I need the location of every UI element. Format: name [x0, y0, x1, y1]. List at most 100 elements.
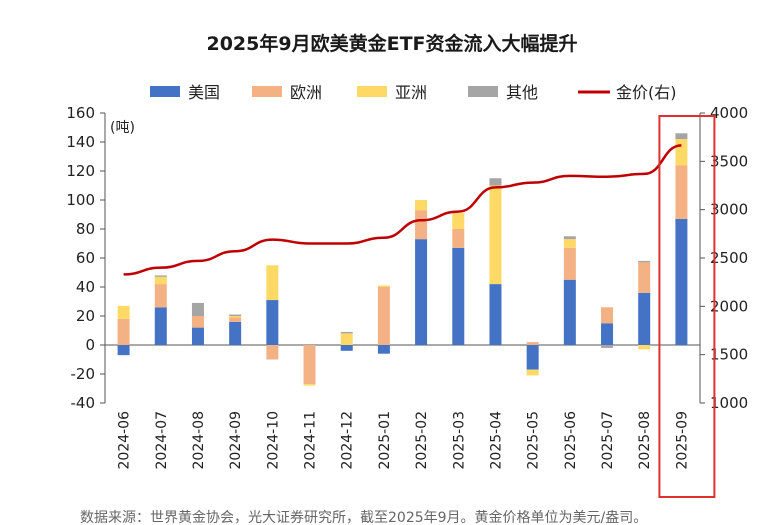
bar-亚洲-2025-04	[489, 185, 502, 285]
x-tick-label: 2024-12	[340, 411, 356, 470]
x-tick-label: 2025-02	[414, 411, 430, 470]
bar-其他-2025-06	[563, 236, 576, 240]
bar-美国-2025-07	[601, 323, 614, 345]
y-right-tick-label: 1500	[710, 346, 748, 364]
bar-其他-2024-09	[229, 314, 242, 316]
bar-欧洲-2024-10	[266, 345, 279, 360]
y-right-tick-label: 3500	[710, 152, 748, 170]
y-left-tick-label: -20	[71, 365, 96, 383]
y-left-tick-label: 40	[76, 278, 95, 296]
bar-亚洲-2024-10	[266, 265, 279, 301]
legend-swatch-0	[150, 86, 180, 97]
bar-美国-2024-12	[340, 345, 353, 351]
legend-label-1: 欧洲	[290, 83, 322, 102]
bar-美国-2025-01	[377, 345, 390, 354]
bar-亚洲-2024-07	[154, 276, 167, 285]
bar-亚洲-2025-03	[452, 213, 465, 229]
bar-欧洲-2025-07	[601, 307, 614, 324]
legend-label-4: 金价(右)	[616, 83, 677, 102]
x-tick-label: 2024-09	[228, 411, 244, 470]
legend: 美国 欧洲 亚洲 其他 金价(右)	[150, 83, 677, 102]
bar-其他-2024-12	[340, 331, 353, 334]
x-tick-label: 2025-09	[674, 411, 690, 470]
bar-欧洲-2025-08	[638, 262, 651, 293]
bar-欧洲-2025-06	[563, 247, 576, 280]
legend-label-2: 亚洲	[395, 83, 427, 102]
legend-label-0: 美国	[188, 83, 220, 102]
y-left-tick-label: 160	[66, 104, 95, 122]
legend-swatch-2	[357, 86, 387, 97]
bar-亚洲-2024-11	[303, 384, 316, 386]
x-tick-label: 2025-05	[526, 411, 542, 470]
y-left-tick-label: 60	[76, 249, 95, 267]
bar-美国-2025-06	[563, 279, 576, 345]
x-tick-label: 2025-01	[377, 411, 393, 470]
bars	[117, 133, 688, 386]
bar-亚洲-2025-09	[675, 139, 688, 166]
bar-其他-2024-08	[191, 302, 204, 316]
bar-欧洲-2024-08	[191, 316, 204, 328]
bar-美国-2025-09	[675, 218, 688, 345]
bar-美国-2025-03	[452, 247, 465, 345]
y-left-tick-label: 140	[66, 133, 95, 151]
bar-美国-2025-02	[415, 239, 428, 345]
bar-亚洲-2024-12	[340, 333, 353, 345]
bar-其他-2025-08	[638, 260, 651, 263]
bar-美国-2024-10	[266, 300, 279, 345]
bar-其他-2024-07	[154, 275, 167, 277]
gold-price-path	[123, 144, 682, 276]
bar-亚洲-2024-09	[229, 316, 242, 318]
footnote: 数据来源：世界黄金协会，光大证券研究所，截至2025年9月。黄金价格单位为美元/…	[80, 509, 647, 525]
bar-欧洲-2024-09	[229, 317, 242, 322]
y-right-tick-label: 2000	[710, 297, 748, 315]
bar-欧洲-2025-09	[675, 165, 688, 219]
x-tick-label: 2025-03	[451, 411, 467, 470]
legend-swatch-3	[468, 86, 498, 97]
x-tick-label: 2025-07	[600, 411, 616, 470]
x-tick-label: 2024-07	[154, 411, 170, 470]
x-tick-label: 2024-08	[191, 411, 207, 470]
bar-欧洲-2024-07	[154, 284, 167, 308]
bar-欧洲-2025-02	[415, 210, 428, 240]
y-left-tick-label: 20	[76, 307, 95, 325]
y-left-tick-label: 120	[66, 162, 95, 180]
bar-美国-2024-08	[191, 327, 204, 345]
bar-美国-2025-05	[526, 345, 539, 370]
x-axis: 2024-06 2024-07 2024-08 2024-09 2024-10 2024-…	[117, 411, 691, 470]
bar-欧洲-2024-11	[303, 345, 316, 385]
bar-亚洲-2025-06	[563, 239, 576, 248]
y-left-tick-label: -40	[71, 394, 96, 412]
x-tick-label: 2025-06	[563, 411, 579, 470]
x-tick-label: 2025-08	[637, 411, 653, 470]
x-tick-label: 2024-10	[265, 411, 281, 470]
gold-price-line	[123, 144, 682, 276]
y-left-tick-label: 0	[85, 336, 95, 354]
bar-欧洲-2024-06	[117, 318, 130, 345]
y-left-axis: -40 -20 0 20 40 60 80 100 120 140 160	[66, 104, 105, 412]
bar-欧洲-2025-05	[526, 342, 539, 345]
bar-亚洲-2025-01	[377, 285, 390, 287]
x-tick-label: 2024-11	[303, 411, 319, 470]
y-right-tick-label: 4000	[710, 104, 748, 122]
highlight-box	[658, 115, 716, 498]
bar-其他-2025-04	[489, 178, 502, 186]
bar-亚洲-2025-05	[526, 369, 539, 376]
bar-欧洲-2025-03	[452, 229, 465, 248]
y-right-tick-label: 2500	[710, 249, 748, 267]
bar-美国-2025-04	[489, 284, 502, 345]
bar-亚洲-2024-06	[117, 305, 130, 319]
bar-其他-2025-09	[675, 133, 688, 140]
highlight-rect	[658, 115, 716, 498]
y-unit-label: (吨)	[110, 120, 135, 136]
bar-美国-2025-08	[638, 292, 651, 345]
bar-欧洲-2025-01	[377, 287, 390, 345]
y-right-tick-label: 1000	[710, 394, 748, 412]
legend-label-3: 其他	[506, 83, 538, 102]
bar-美国-2024-06	[117, 345, 130, 356]
y-right-axis: 1000 1500 2000 2500 3000 3500 4000	[700, 104, 748, 412]
y-right-tick-label: 3000	[710, 201, 748, 219]
bar-美国-2024-07	[154, 307, 167, 345]
legend-swatch-1	[252, 86, 282, 97]
chart-title: 2025年9月欧美黄金ETF资金流入大幅提升	[206, 32, 577, 55]
